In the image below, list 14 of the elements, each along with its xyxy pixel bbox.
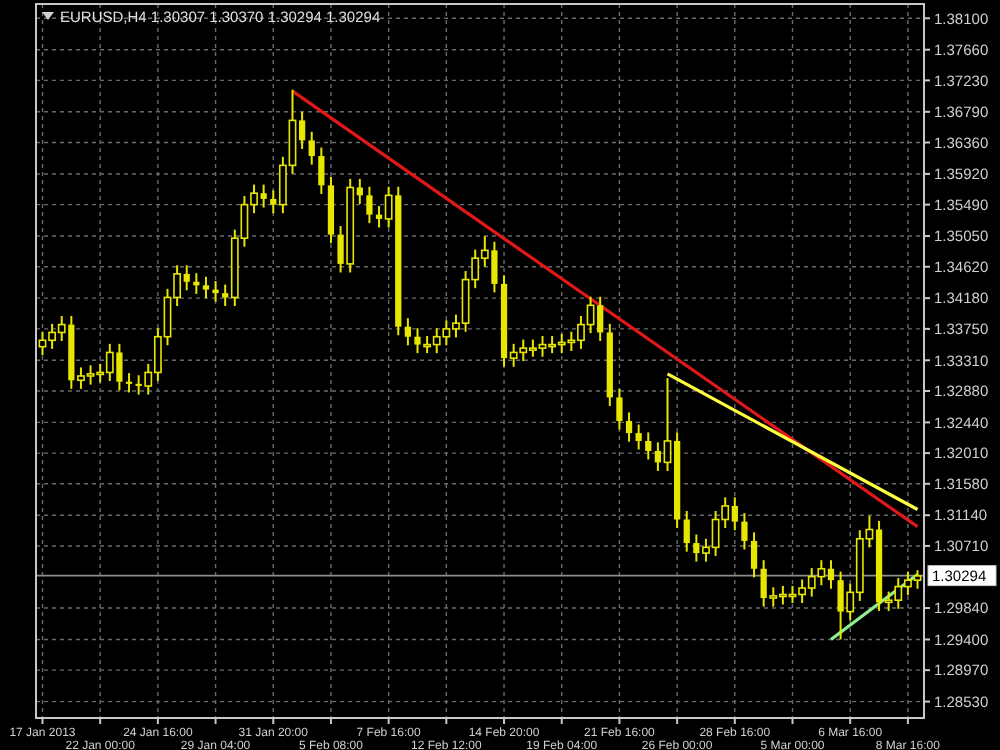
candlestick <box>308 130 315 166</box>
candlestick <box>366 185 373 225</box>
candlestick <box>212 280 219 303</box>
candlestick <box>741 512 748 551</box>
candlestick <box>125 372 133 394</box>
candlestick <box>616 387 623 431</box>
candlestick <box>404 317 412 347</box>
candlestick <box>645 431 652 461</box>
candlestick <box>635 423 642 451</box>
candlestick <box>318 146 325 195</box>
candlestick <box>683 509 690 553</box>
candlestick <box>750 531 758 579</box>
candlestick <box>202 275 210 300</box>
candlestick <box>625 411 633 443</box>
